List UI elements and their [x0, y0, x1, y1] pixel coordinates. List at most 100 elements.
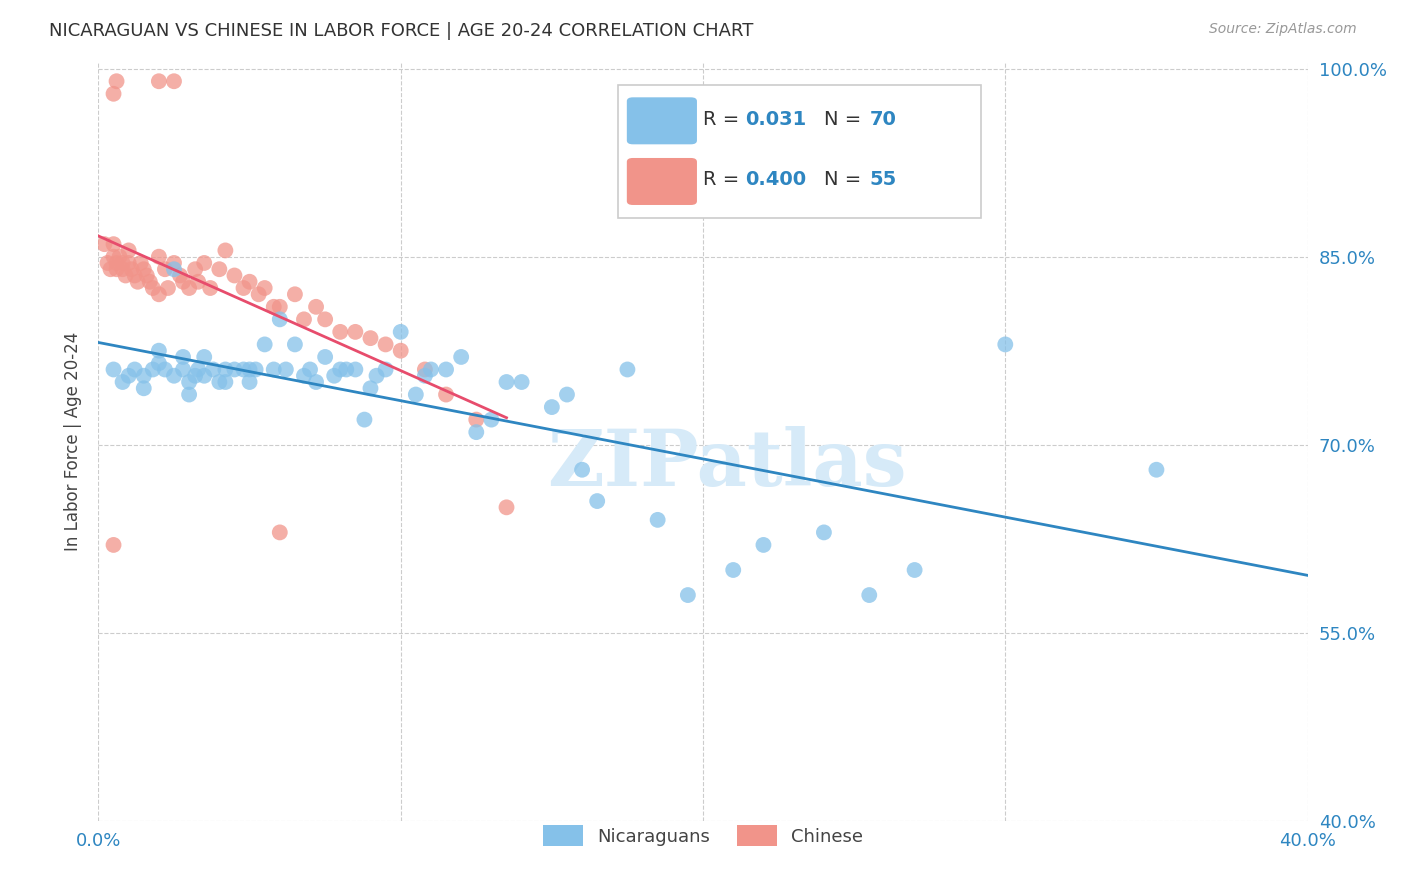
Point — [118, 256, 141, 270]
Point — [616, 362, 638, 376]
Point — [169, 268, 191, 283]
Point — [555, 387, 578, 401]
Point — [374, 337, 396, 351]
Point — [253, 337, 276, 351]
Point — [465, 425, 488, 439]
Point — [1144, 463, 1167, 477]
Point — [135, 268, 157, 283]
Point — [245, 362, 267, 376]
FancyBboxPatch shape — [619, 85, 981, 218]
Point — [111, 262, 134, 277]
Text: R =: R = — [703, 110, 745, 128]
Point — [360, 331, 382, 345]
Point — [124, 268, 146, 283]
Point — [208, 375, 231, 389]
Point — [172, 362, 194, 376]
Point — [723, 563, 745, 577]
Point — [132, 262, 155, 277]
Point — [105, 262, 128, 277]
Point — [360, 381, 382, 395]
Point — [413, 368, 436, 383]
FancyBboxPatch shape — [627, 97, 697, 145]
Point — [292, 368, 315, 383]
Point — [148, 356, 170, 370]
Point — [274, 362, 297, 376]
Point — [103, 237, 125, 252]
Point — [129, 256, 152, 270]
Point — [510, 375, 533, 389]
Point — [118, 244, 141, 258]
Point — [858, 588, 880, 602]
Point — [335, 362, 357, 376]
Point — [647, 513, 669, 527]
Point — [405, 387, 427, 401]
Point — [299, 362, 322, 376]
Point — [232, 281, 254, 295]
FancyBboxPatch shape — [627, 158, 697, 205]
Point — [344, 362, 367, 376]
Point — [103, 250, 125, 264]
Text: 70: 70 — [870, 110, 897, 128]
Point — [148, 250, 170, 264]
Point — [214, 362, 236, 376]
Point — [540, 400, 562, 414]
Text: Source: ZipAtlas.com: Source: ZipAtlas.com — [1209, 22, 1357, 37]
Point — [142, 281, 165, 295]
Point — [100, 262, 122, 277]
Point — [239, 375, 262, 389]
Point — [105, 256, 128, 270]
Point — [103, 538, 125, 552]
Point — [374, 362, 396, 376]
Point — [148, 343, 170, 358]
Text: R =: R = — [703, 170, 745, 189]
Point — [163, 256, 186, 270]
Point — [269, 525, 291, 540]
Point — [389, 343, 412, 358]
Point — [284, 287, 307, 301]
Text: N =: N = — [824, 110, 868, 128]
Point — [187, 362, 209, 376]
Point — [142, 362, 165, 376]
Point — [200, 281, 222, 295]
Point — [132, 381, 155, 395]
Point — [121, 262, 143, 277]
Point — [752, 538, 775, 552]
Point — [163, 74, 186, 88]
Point — [103, 362, 125, 376]
Point — [813, 525, 835, 540]
Point — [224, 362, 246, 376]
Point — [305, 375, 328, 389]
Point — [434, 362, 457, 376]
Point — [232, 362, 254, 376]
Point — [118, 368, 141, 383]
Point — [172, 275, 194, 289]
Point — [465, 412, 488, 426]
Point — [103, 87, 125, 101]
Point — [389, 325, 412, 339]
Point — [156, 281, 179, 295]
Point — [139, 275, 162, 289]
Point — [148, 287, 170, 301]
Point — [193, 350, 215, 364]
Point — [93, 237, 115, 252]
Text: 0.031: 0.031 — [745, 110, 807, 128]
Point — [111, 256, 134, 270]
Point — [413, 362, 436, 376]
Point — [114, 268, 136, 283]
Point — [132, 368, 155, 383]
Point — [434, 387, 457, 401]
Point — [323, 368, 346, 383]
Point — [193, 256, 215, 270]
Point — [153, 262, 176, 277]
Point — [111, 375, 134, 389]
Point — [329, 362, 352, 376]
Point — [269, 312, 291, 326]
Point — [179, 281, 201, 295]
Point — [179, 387, 201, 401]
Point — [353, 412, 375, 426]
Point — [96, 256, 118, 270]
Point — [450, 350, 472, 364]
Point — [904, 563, 927, 577]
Point — [292, 312, 315, 326]
Text: N =: N = — [824, 170, 868, 189]
